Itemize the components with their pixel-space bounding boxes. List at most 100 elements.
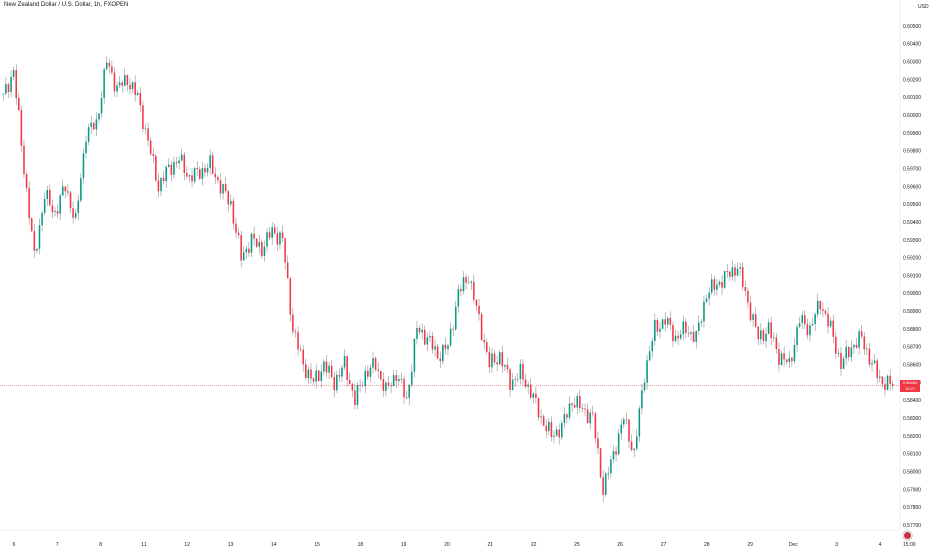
candle-body (736, 268, 739, 276)
candle-body (385, 382, 387, 391)
price-tick-label: 0.58200 (903, 434, 921, 440)
candle-body (581, 408, 584, 409)
price-tick-label: 0.58700 (903, 345, 921, 351)
candle-body (193, 167, 196, 182)
candle-body (620, 424, 623, 434)
candle-body (51, 205, 54, 212)
candle-body (333, 377, 336, 391)
candle-body (809, 325, 811, 336)
candle-body (708, 292, 710, 299)
candle-body (571, 403, 573, 406)
candle-body (496, 362, 498, 365)
candle-body (816, 300, 819, 315)
candle-body (811, 324, 814, 326)
candle-body (364, 370, 367, 387)
time-tick-label: 8 (99, 542, 102, 548)
price-tick-label: 0.59700 (903, 166, 921, 172)
candle-body (155, 155, 157, 181)
candle-body (858, 331, 860, 348)
candle-body (465, 277, 467, 283)
candle-body (762, 330, 765, 342)
candle-body (749, 302, 752, 321)
time-tick-label: 13 (228, 542, 234, 548)
candle-body (698, 322, 700, 331)
candle-body (374, 358, 377, 370)
candle-body (772, 337, 775, 339)
time-tick-label: 25 (574, 542, 580, 548)
candle-body (586, 409, 589, 424)
candle-body (367, 370, 369, 377)
candle-body (866, 348, 868, 350)
candle-body (700, 321, 703, 323)
candle-body (726, 271, 729, 272)
candle-body (884, 384, 886, 390)
candle-body (354, 390, 356, 406)
candle-body (131, 82, 134, 90)
candle-body (741, 267, 744, 287)
candle-body (589, 412, 591, 424)
candle-body (121, 82, 124, 86)
candle-body (721, 281, 723, 288)
candle-body (610, 459, 612, 474)
candle-body (144, 128, 147, 130)
candle-body (328, 365, 330, 373)
time-tick-label: 22 (531, 542, 537, 548)
candle-body (261, 241, 263, 257)
price-tick-label: 0.59000 (903, 291, 921, 297)
candle-body (558, 429, 560, 438)
candle-body (506, 364, 509, 370)
candle-body (82, 153, 85, 179)
candle-body (563, 414, 566, 423)
candle-body (170, 164, 173, 175)
price-tick-label: 0.59500 (903, 202, 921, 208)
candle-body (504, 364, 506, 367)
candle-body (522, 363, 524, 380)
candle-body (881, 376, 884, 385)
candle-body (429, 335, 431, 338)
candle-body (382, 379, 385, 391)
candle-body (462, 277, 465, 292)
candle-body (747, 290, 749, 303)
price-axis: 0.60500 0.60400 0.60300 0.60200 0.60100 0.600… (903, 24, 921, 529)
candle-body (535, 393, 537, 398)
candle-body (604, 473, 607, 495)
last-price-value: 0.58483 (902, 380, 918, 386)
candle-body (90, 122, 92, 127)
candle-body (214, 173, 217, 178)
candle-body (447, 345, 449, 350)
candle-body (791, 357, 793, 362)
candle-body (315, 370, 317, 382)
candle-body (860, 331, 863, 337)
candle-body (116, 85, 118, 92)
candle-body (573, 405, 576, 408)
candle-body (297, 332, 299, 350)
candle-body (307, 369, 310, 379)
candle-body (705, 298, 708, 302)
candle-body (729, 271, 731, 277)
candle-body (369, 367, 372, 377)
candle-body (460, 289, 462, 292)
candle-body (323, 361, 325, 372)
candle-body (824, 310, 827, 314)
candle-body (175, 162, 178, 164)
candle-body (757, 326, 760, 340)
candle-body (310, 369, 312, 379)
candle-body (664, 319, 666, 325)
candle-body (475, 299, 478, 306)
candle-body (268, 232, 271, 238)
candle-body (418, 327, 421, 333)
candle-body (449, 328, 452, 346)
candle-body (617, 433, 620, 455)
price-tick-label: 0.58300 (903, 416, 921, 422)
candle-body (346, 356, 348, 380)
candle-body (85, 141, 87, 154)
currency-label[interactable]: USD (918, 4, 929, 10)
candle-body (641, 390, 643, 409)
candle-body (829, 320, 832, 327)
candle-body (651, 340, 654, 352)
candle-body (395, 375, 398, 382)
candle-body (67, 191, 69, 193)
candle-body (778, 349, 780, 365)
flag-icon[interactable] (903, 531, 912, 540)
